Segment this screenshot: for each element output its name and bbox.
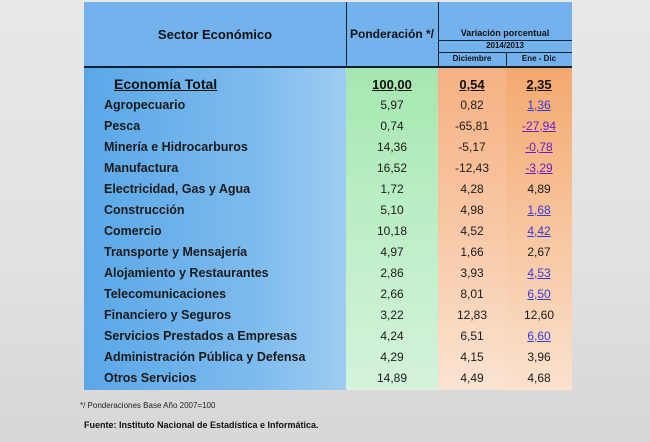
table-row: Construcción 5,10 4,98 1,68 bbox=[0, 200, 650, 221]
table-row-total: Economía Total 100,00 0,54 2,35 bbox=[0, 74, 650, 95]
total-diciembre: 0,54 bbox=[459, 77, 485, 92]
row-ponderacion: 14,89 bbox=[376, 371, 408, 385]
ponderacion-column-fill bbox=[346, 68, 438, 390]
row-ene-dic-link[interactable]: 1,68 bbox=[527, 203, 551, 217]
row-diciembre: 4,28 bbox=[460, 182, 484, 196]
header-diciembre: Diciembre bbox=[438, 52, 507, 66]
header-sector: Sector Económico bbox=[84, 2, 347, 66]
row-label: Minería e Hidrocarburos bbox=[104, 140, 248, 154]
row-ene-dic: 4,68 bbox=[527, 371, 551, 385]
row-ponderacion: 16,52 bbox=[376, 161, 408, 175]
data-table: Sector Económico Ponderación */ Variació… bbox=[84, 2, 572, 390]
table-row: Financiero y Seguros 3,22 12,83 12,60 bbox=[0, 305, 650, 326]
row-ene-dic-link[interactable]: -27,94 bbox=[521, 119, 557, 133]
table-row: Administración Pública y Defensa 4,29 4,… bbox=[0, 347, 650, 368]
row-label: Manufactura bbox=[104, 161, 179, 175]
table-row: Electricidad, Gas y Agua 1,72 4,28 4,89 bbox=[0, 179, 650, 200]
table-row: Transporte y Mensajería 4,97 1,66 2,67 bbox=[0, 242, 650, 263]
ene-dic-column-fill bbox=[506, 68, 572, 390]
header-variacion: Variación porcentual bbox=[438, 26, 572, 41]
row-ene-dic-link[interactable]: 4,53 bbox=[527, 266, 551, 280]
footnote: */ Ponderaciones Base Año 2007=100 bbox=[80, 401, 216, 410]
row-ene-dic: 3,96 bbox=[527, 350, 551, 364]
row-ponderacion: 4,24 bbox=[380, 329, 404, 343]
row-ponderacion: 5,10 bbox=[380, 203, 404, 217]
row-diciembre: 4,49 bbox=[460, 371, 484, 385]
table-row: Otros Servicios 14,89 4,49 4,68 bbox=[0, 368, 650, 389]
row-label: Electricidad, Gas y Agua bbox=[104, 182, 251, 196]
header-ene-dic: Ene - Dic bbox=[521, 54, 557, 63]
table-row: Telecomunicaciones 2,66 8,01 6,50 bbox=[0, 284, 650, 305]
row-diciembre: 4,52 bbox=[460, 224, 484, 238]
row-ponderacion: 4,97 bbox=[380, 245, 404, 259]
row-ponderacion: 4,29 bbox=[380, 350, 404, 364]
row-ene-dic: 12,60 bbox=[523, 308, 555, 322]
table-row: Pesca 0,74 -65,81 -27,94 bbox=[0, 116, 650, 137]
table-row: Alojamiento y Restaurantes 2,86 3,93 4,5… bbox=[0, 263, 650, 284]
row-label: Transporte y Mensajería bbox=[104, 245, 248, 259]
table-row: Servicios Prestados a Empresas 4,24 6,51… bbox=[0, 326, 650, 347]
row-label: Telecomunicaciones bbox=[104, 287, 227, 301]
total-ponderacion: 100,00 bbox=[372, 77, 412, 92]
row-ponderacion: 0,74 bbox=[380, 119, 404, 133]
row-ponderacion: 2,66 bbox=[380, 287, 404, 301]
table-row: Agropecuario 5,97 0,82 1,36 bbox=[0, 95, 650, 116]
row-diciembre: 6,51 bbox=[460, 329, 484, 343]
row-diciembre: 4,98 bbox=[460, 203, 484, 217]
row-ene-dic: 2,67 bbox=[527, 245, 551, 259]
header-periodo: 2014/2013 bbox=[438, 40, 572, 53]
row-diciembre: 4,15 bbox=[460, 350, 484, 364]
table-header: Sector Económico Ponderación */ Variació… bbox=[84, 2, 572, 68]
total-label: Economía Total bbox=[114, 76, 218, 92]
row-ene-dic-link[interactable]: 1,36 bbox=[527, 98, 551, 112]
row-ene-dic-link[interactable]: 4,42 bbox=[527, 224, 551, 238]
table-row: Comercio 10,18 4,52 4,42 bbox=[0, 221, 650, 242]
total-ene-dic: 2,35 bbox=[526, 77, 552, 92]
row-ponderacion: 3,22 bbox=[380, 308, 404, 322]
row-diciembre: 12,83 bbox=[456, 308, 488, 322]
row-ene-dic-link[interactable]: 6,50 bbox=[527, 287, 551, 301]
row-diciembre: 8,01 bbox=[460, 287, 484, 301]
row-ene-dic-link[interactable]: 6,60 bbox=[527, 329, 551, 343]
header-ponderacion: Ponderación */ bbox=[346, 2, 439, 66]
diciembre-column-fill bbox=[438, 68, 506, 390]
row-label: Servicios Prestados a Empresas bbox=[104, 329, 298, 343]
row-ene-dic-link[interactable]: -3,29 bbox=[525, 161, 553, 175]
row-diciembre: -5,17 bbox=[458, 140, 486, 154]
table-row: Minería e Hidrocarburos 14,36 -5,17 -0,7… bbox=[0, 137, 650, 158]
row-ponderacion: 14,36 bbox=[376, 140, 408, 154]
row-label: Financiero y Seguros bbox=[104, 308, 232, 322]
row-label: Agropecuario bbox=[104, 98, 186, 112]
row-label: Otros Servicios bbox=[104, 371, 197, 385]
row-ponderacion: 2,86 bbox=[380, 266, 404, 280]
row-label: Administración Pública y Defensa bbox=[104, 350, 306, 364]
table-row: Manufactura 16,52 -12,43 -3,29 bbox=[0, 158, 650, 179]
row-ponderacion: 5,97 bbox=[380, 98, 404, 112]
row-ene-dic-link[interactable]: -0,78 bbox=[525, 140, 553, 154]
row-label: Construcción bbox=[104, 203, 185, 217]
row-diciembre: -12,43 bbox=[454, 161, 490, 175]
row-diciembre: 3,93 bbox=[460, 266, 484, 280]
row-ene-dic: 4,89 bbox=[527, 182, 551, 196]
row-label: Comercio bbox=[104, 224, 162, 238]
row-ponderacion: 10,18 bbox=[376, 224, 408, 238]
source-note: Fuente: Instituto Nacional de Estadístic… bbox=[84, 420, 319, 430]
row-diciembre: -65,81 bbox=[454, 119, 490, 133]
row-label: Pesca bbox=[104, 119, 141, 133]
row-diciembre: 1,66 bbox=[460, 245, 484, 259]
row-label: Alojamiento y Restaurantes bbox=[104, 266, 269, 280]
row-ponderacion: 1,72 bbox=[380, 182, 404, 196]
row-diciembre: 0,82 bbox=[460, 98, 484, 112]
